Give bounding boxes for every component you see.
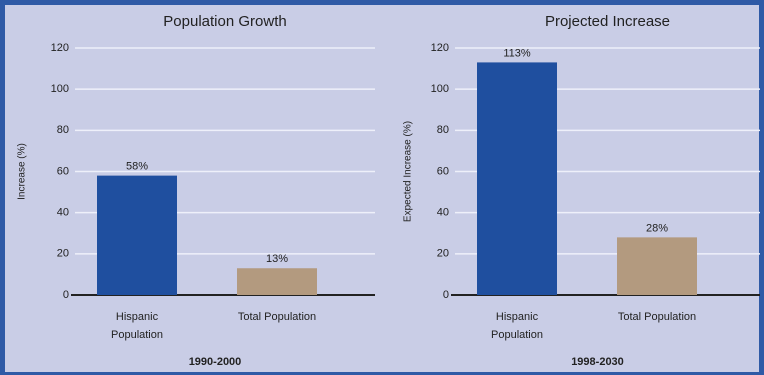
- chart-title: Projected Increase: [545, 13, 670, 30]
- y-tick-label: 100: [51, 83, 69, 95]
- bar: [237, 268, 317, 295]
- value-label: 13%: [266, 253, 288, 265]
- y-tick-label: 120: [51, 42, 69, 54]
- x-tick-label: Total Population: [238, 311, 316, 323]
- x-tick-label: Hispanic Population: [491, 311, 543, 341]
- bar: [477, 62, 557, 296]
- x-tick-label: Hispanic Population: [111, 311, 163, 341]
- y-tick-label: 60: [57, 165, 69, 177]
- y-tick-label: 0: [63, 289, 69, 301]
- y-tick-label: 40: [437, 207, 449, 219]
- bar: [97, 175, 177, 295]
- y-tick-label: 40: [57, 207, 69, 219]
- y-axis-label: Expected Increase (%): [403, 121, 414, 222]
- y-tick-label: 60: [437, 165, 449, 177]
- value-label: 28%: [646, 222, 668, 234]
- bar: [617, 237, 697, 295]
- x-axis-label: 1998-2030: [571, 356, 624, 368]
- chart-title: Population Growth: [163, 13, 286, 30]
- y-tick-label: 80: [57, 124, 69, 136]
- y-axis-label: Increase (%): [17, 143, 28, 200]
- y-tick-label: 100: [431, 83, 449, 95]
- x-tick-label: Total Population: [618, 311, 696, 323]
- y-tick-label: 20: [57, 248, 69, 260]
- value-label: 58%: [126, 161, 148, 173]
- y-tick-label: 20: [437, 248, 449, 260]
- value-label: 113%: [503, 47, 531, 59]
- y-tick-label: 0: [443, 289, 449, 301]
- x-axis-label: 1990-2000: [189, 356, 242, 368]
- y-tick-label: 80: [437, 124, 449, 136]
- y-tick-label: 120: [431, 42, 449, 54]
